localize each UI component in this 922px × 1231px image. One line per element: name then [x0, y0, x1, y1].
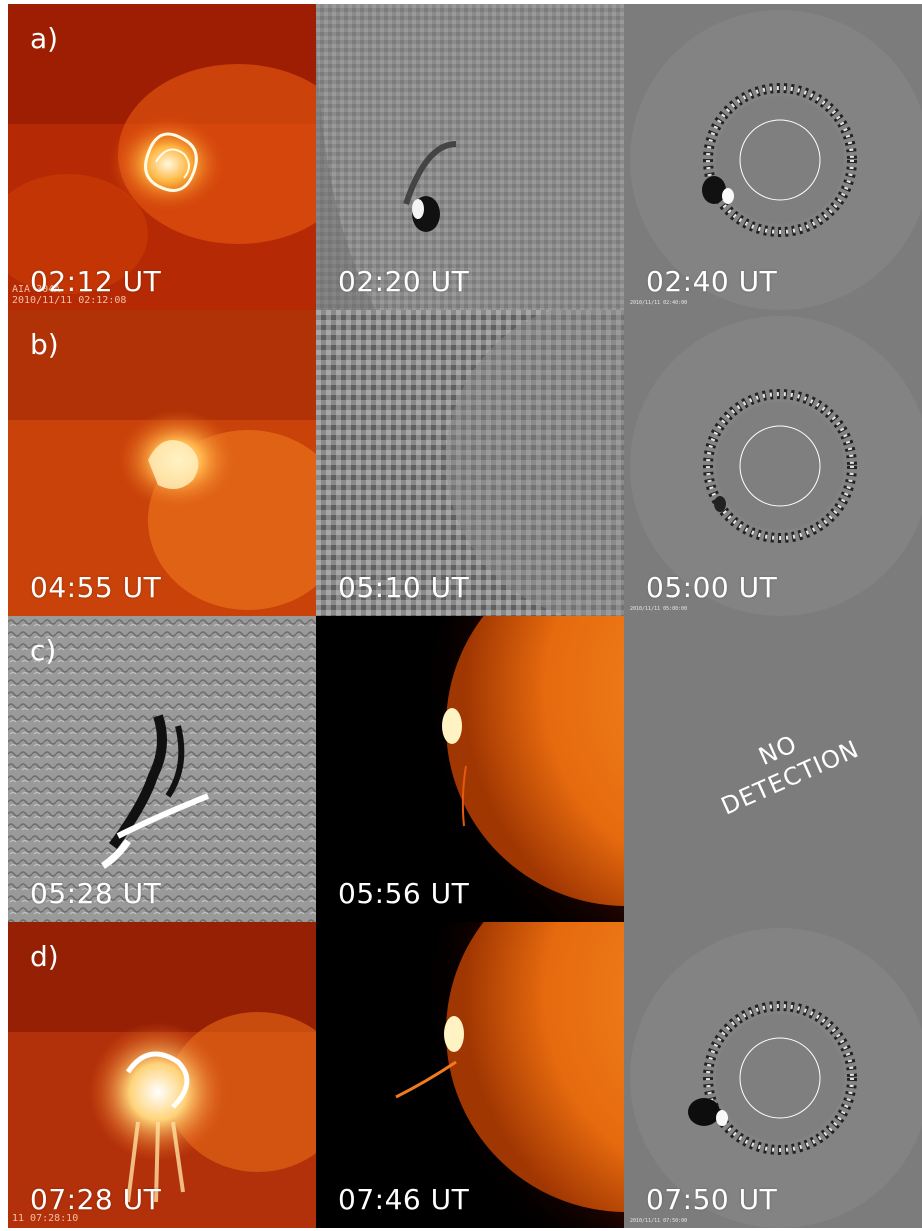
panel-a-diff: 02:20 UT	[316, 4, 624, 310]
panel-a-euv: a) AIA 304Å 2010/11/11 02:12:08 02:12 UT	[8, 4, 316, 310]
no-detection-label: NO DETECTION	[716, 729, 864, 821]
panel-b-coronagraph: 2010/11/11 05:00:00 05:00 UT	[624, 310, 922, 616]
panel-b-diff: 05:10 UT	[316, 310, 624, 616]
difference-image	[316, 4, 624, 310]
euv-image	[8, 922, 316, 1228]
panel-c-no-detection: NO DETECTION	[624, 616, 922, 922]
instrument-stamp: 11 07:28:10	[12, 1213, 79, 1224]
time-label: 07:50 UT	[646, 1183, 778, 1216]
euv-image	[8, 4, 316, 310]
difference-image	[8, 616, 316, 922]
coronagraph-image	[624, 310, 922, 616]
panel-b-euv: b) 04:55 UT	[8, 310, 316, 616]
limb-image	[316, 922, 624, 1228]
row-label-a: a)	[30, 22, 59, 55]
row-label-d: d)	[30, 940, 59, 973]
limb-image	[316, 616, 624, 922]
time-label: 02:20 UT	[338, 265, 470, 298]
euv-image	[8, 310, 316, 616]
time-label: 02:12 UT	[30, 265, 162, 298]
time-label: 02:40 UT	[646, 265, 778, 298]
time-label: 05:10 UT	[338, 571, 470, 604]
coronagraph-image	[624, 922, 922, 1228]
panel-d-limb: 07:46 UT	[316, 922, 624, 1228]
time-label: 05:56 UT	[338, 877, 470, 910]
panel-d-euv: d) 11 07:28:10 07:28 UT	[8, 922, 316, 1228]
panel-c-limb: 05:56 UT	[316, 616, 624, 922]
instrument-stamp: 2010/11/11 05:00:00	[630, 606, 688, 612]
panel-a-coronagraph: 2010/11/11 02:40:00 02:40 UT	[624, 4, 922, 310]
instrument-stamp: AIA 304Å 2010/11/11 02:12:08	[12, 284, 127, 306]
instrument-stamp: 2010/11/11 02:40:00	[630, 300, 688, 306]
coronagraph-image	[624, 4, 922, 310]
row-label-b: b)	[30, 328, 59, 361]
time-label: 04:55 UT	[30, 571, 162, 604]
figure-grid: a) AIA 304Å 2010/11/11 02:12:08 02:12 UT …	[8, 4, 922, 1230]
time-label: 05:00 UT	[646, 571, 778, 604]
instrument-stamp: 2010/11/11 07:50:00	[630, 1218, 688, 1224]
panel-d-coronagraph: 2010/11/11 07:50:00 07:50 UT	[624, 922, 922, 1228]
panel-c-magnetogram: c) 05:28 UT	[8, 616, 316, 922]
difference-image	[316, 310, 624, 616]
time-label: 07:28 UT	[30, 1183, 162, 1216]
row-label-c: c)	[30, 634, 57, 667]
time-label: 05:28 UT	[30, 877, 162, 910]
time-label: 07:46 UT	[338, 1183, 470, 1216]
